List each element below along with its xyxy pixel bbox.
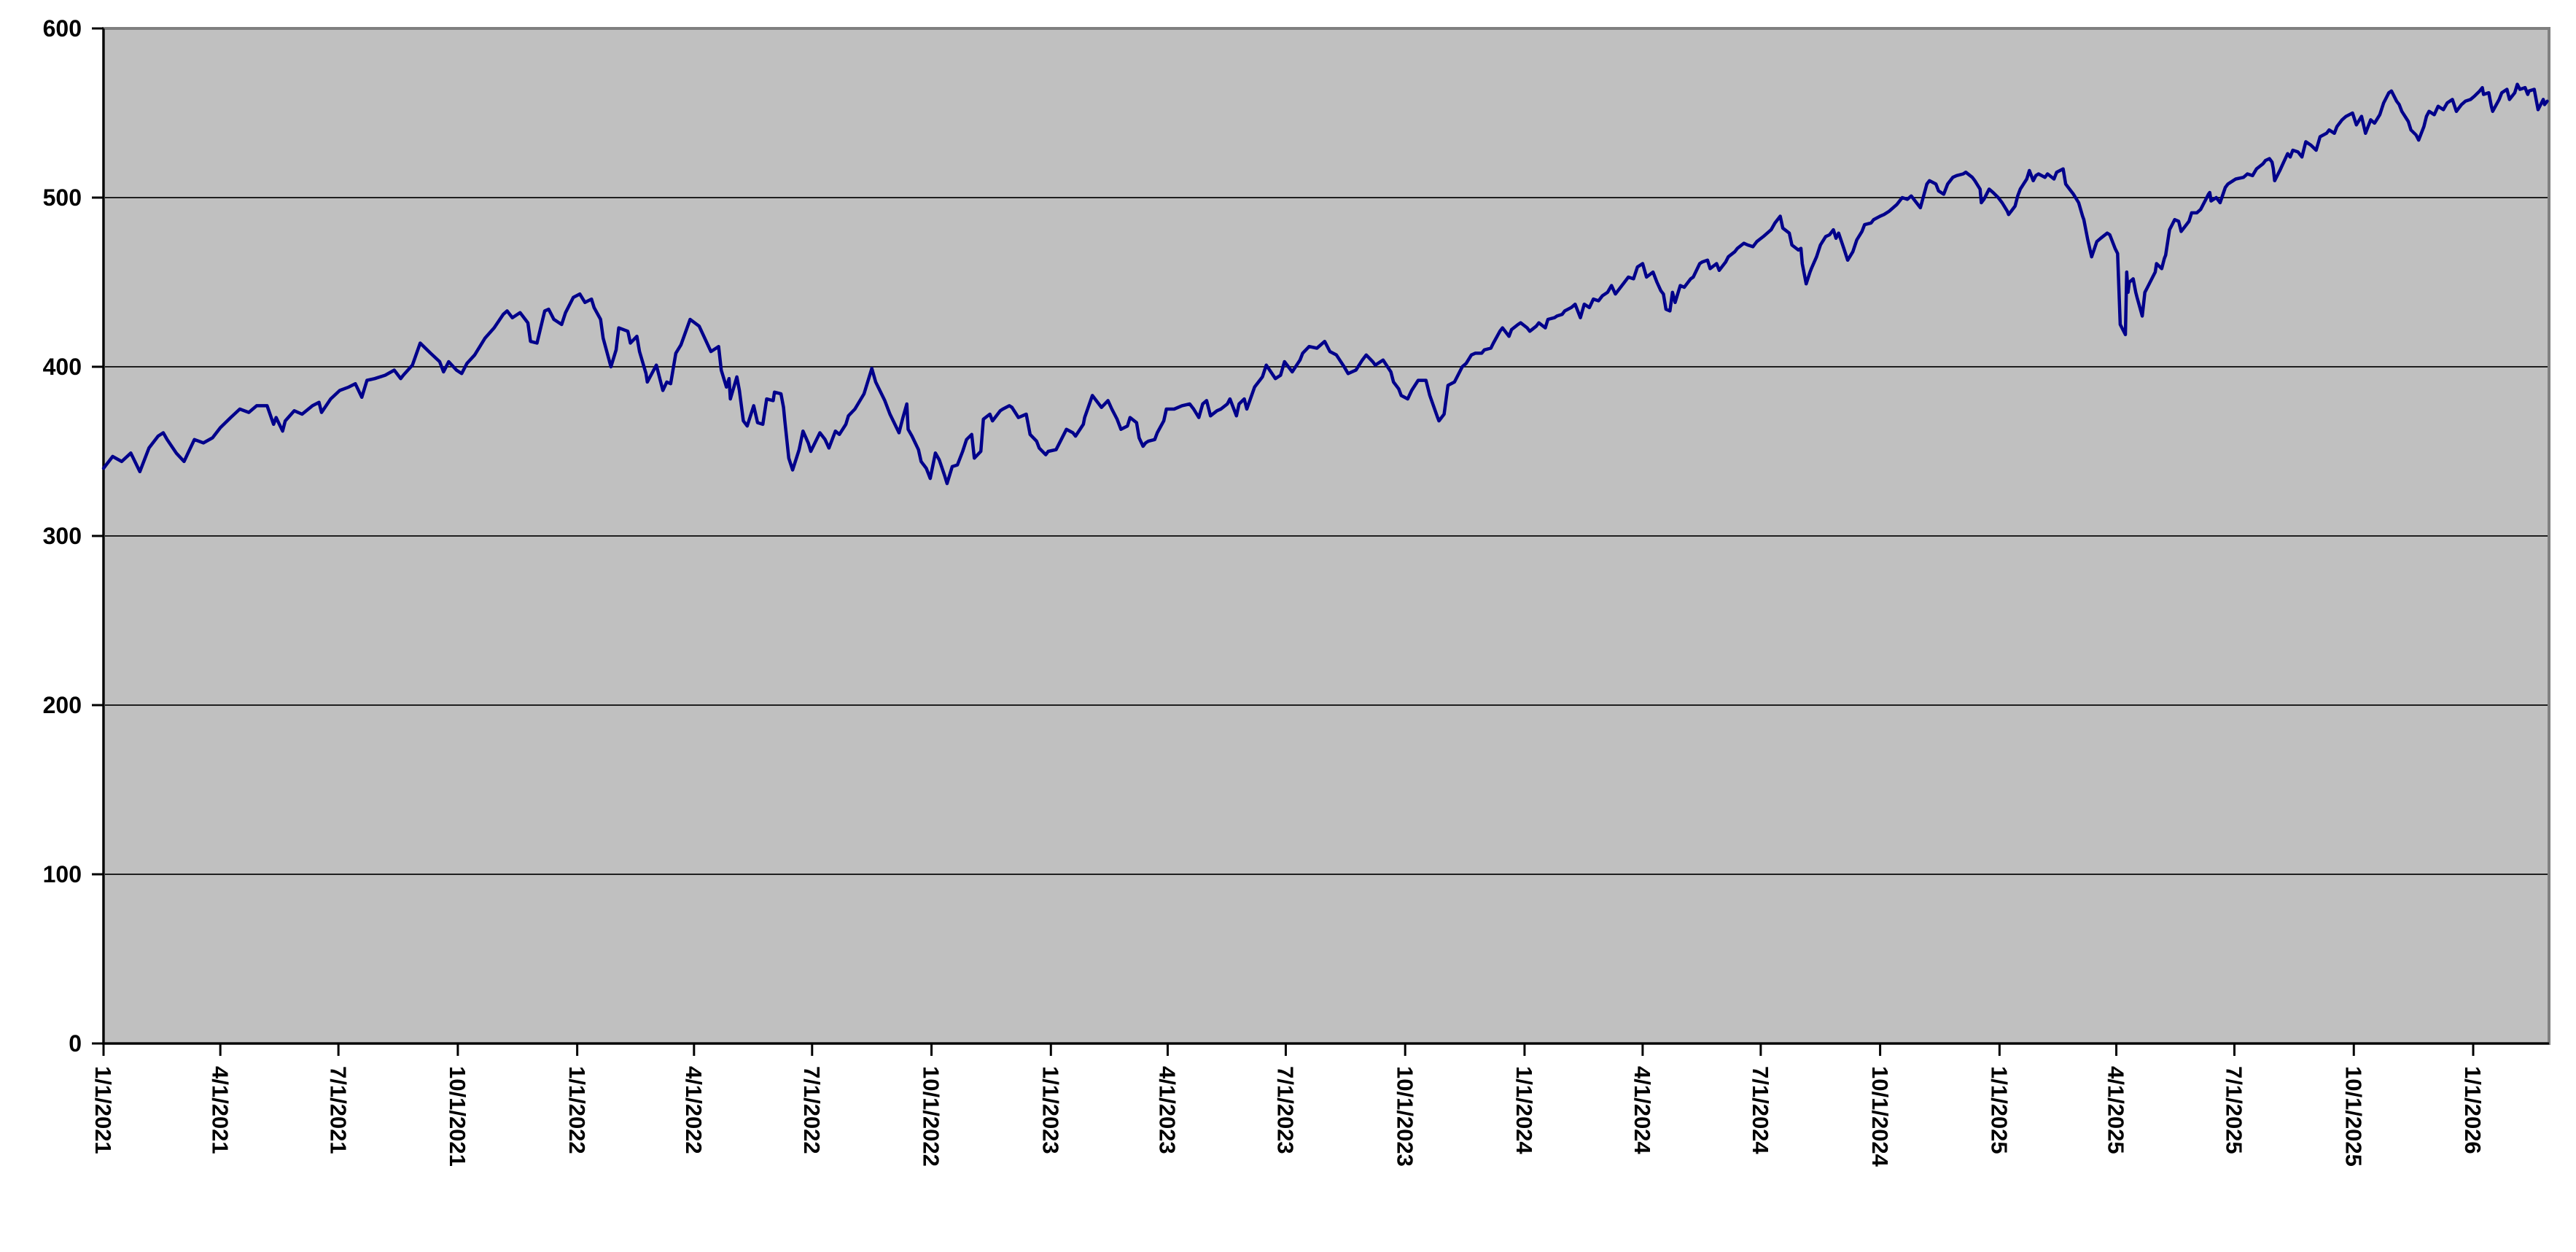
x-tick-label-10/1/2023: 10/1/2023 — [1392, 1066, 1417, 1167]
y-tick-label-500: 500 — [43, 184, 82, 211]
x-tick-label-1/1/2021: 1/1/2021 — [90, 1066, 116, 1154]
x-tick-label-4/1/2023: 4/1/2023 — [1155, 1066, 1180, 1154]
x-tick-label-4/1/2024: 4/1/2024 — [1630, 1066, 1655, 1154]
x-tick-label-10/1/2021: 10/1/2021 — [445, 1066, 470, 1167]
x-tick-label-7/1/2021: 7/1/2021 — [325, 1066, 351, 1154]
x-tick-label-10/1/2024: 10/1/2024 — [1867, 1066, 1893, 1167]
x-tick-label-7/1/2022: 7/1/2022 — [799, 1066, 825, 1154]
x-tick-label-4/1/2022: 4/1/2022 — [681, 1066, 707, 1154]
x-tick-label-7/1/2023: 7/1/2023 — [1273, 1066, 1299, 1154]
x-tick-label-1/1/2025: 1/1/2025 — [1987, 1066, 2012, 1154]
y-tick-label-600: 600 — [43, 15, 82, 42]
price-line-series — [101, 82, 2549, 486]
x-tick-label-4/1/2025: 4/1/2025 — [2104, 1066, 2129, 1154]
price-line — [101, 82, 2549, 486]
y-tick-label-200: 200 — [43, 692, 82, 718]
x-tick-label-4/1/2021: 4/1/2021 — [207, 1066, 233, 1154]
x-tick-label-1/1/2026: 1/1/2026 — [2460, 1066, 2486, 1154]
x-tick-label-1/1/2023: 1/1/2023 — [1038, 1066, 1063, 1154]
y-tick-label-300: 300 — [43, 523, 82, 549]
x-tick-label-7/1/2025: 7/1/2025 — [2222, 1066, 2247, 1154]
y-tick-label-400: 400 — [43, 354, 82, 380]
y-tick-label-100: 100 — [43, 861, 82, 887]
x-axis-labels: 1/1/2021 4/1/2021 7/1/2021 10/1/2021 1/1/202… — [90, 1066, 2486, 1167]
y-axis-labels: 0 100 200 300 400 500 600 — [43, 15, 82, 1057]
x-tick-label-10/1/2025: 10/1/2025 — [2340, 1066, 2366, 1167]
x-tick-label-7/1/2024: 7/1/2024 — [1748, 1066, 1773, 1154]
x-tick-label-10/1/2022: 10/1/2022 — [919, 1066, 944, 1167]
x-tick-label-1/1/2022: 1/1/2022 — [564, 1066, 590, 1154]
y-tick-label-0: 0 — [69, 1030, 82, 1057]
x-axis-ticks — [102, 1043, 2475, 1056]
y-gridlines — [105, 197, 2548, 875]
x-tick-label-1/1/2024: 1/1/2024 — [1511, 1066, 1537, 1154]
y-axis-ticks — [92, 27, 104, 1045]
